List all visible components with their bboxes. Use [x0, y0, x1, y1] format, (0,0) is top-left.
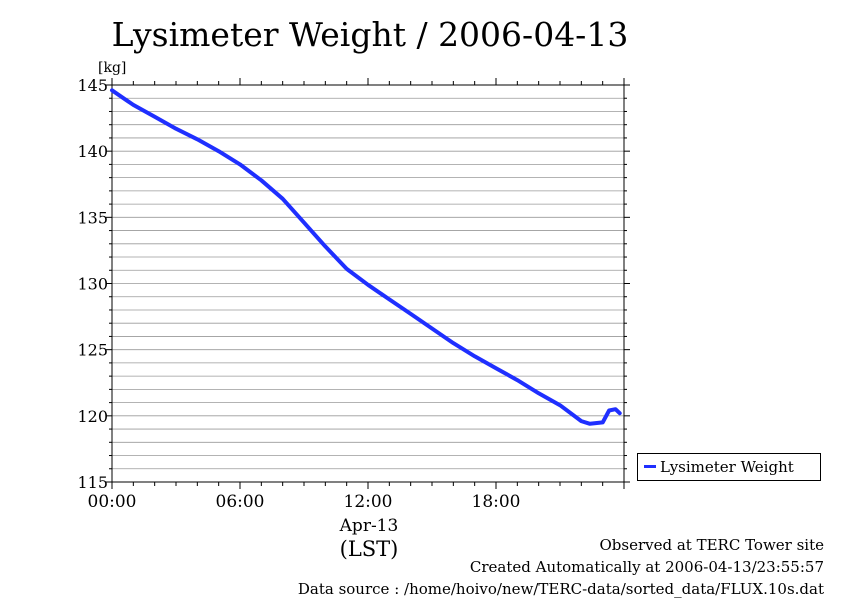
y-tick-label: 135 — [77, 208, 108, 227]
y-tick-label: 115 — [77, 473, 108, 492]
footer-observed: Observed at TERC Tower site — [599, 536, 824, 554]
x-tick-labels: 00:00 06:00 12:00 18:00 — [88, 492, 521, 512]
x-axis-timezone-label: (LST) — [340, 537, 399, 561]
x-tick-label: 12:00 — [344, 492, 393, 512]
y-tick-label: 145 — [77, 76, 108, 95]
x-tick-label: 18:00 — [472, 492, 521, 512]
y-tick-label: 140 — [77, 142, 108, 161]
chart-title: Lysimeter Weight / 2006-04-13 — [112, 15, 629, 54]
footer-created: Created Automatically at 2006-04-13/23:5… — [469, 558, 824, 576]
y-axis-unit: [kg] — [98, 60, 126, 76]
x-axis-date-label: Apr-13 — [339, 516, 399, 536]
y-tick-labels: 115 120 125 130 135 140 145 — [77, 76, 108, 492]
y-tick-label: 120 — [77, 407, 108, 426]
x-tick-label: 06:00 — [216, 492, 265, 512]
legend-swatch — [644, 465, 656, 468]
x-tick-label: 00:00 — [88, 492, 137, 512]
footer-source: Data source : /home/hoivo/new/TERC-data/… — [297, 580, 824, 598]
plot-frame — [111, 84, 625, 483]
y-tick-label: 125 — [77, 341, 108, 360]
axis-ticks — [106, 78, 630, 489]
chart-legend: Lysimeter Weight — [637, 453, 821, 481]
legend-label: Lysimeter Weight — [660, 458, 794, 476]
grid-lines — [112, 97, 624, 470]
y-tick-label: 130 — [77, 275, 108, 294]
series-line-lysimeter-weight — [110, 88, 622, 426]
